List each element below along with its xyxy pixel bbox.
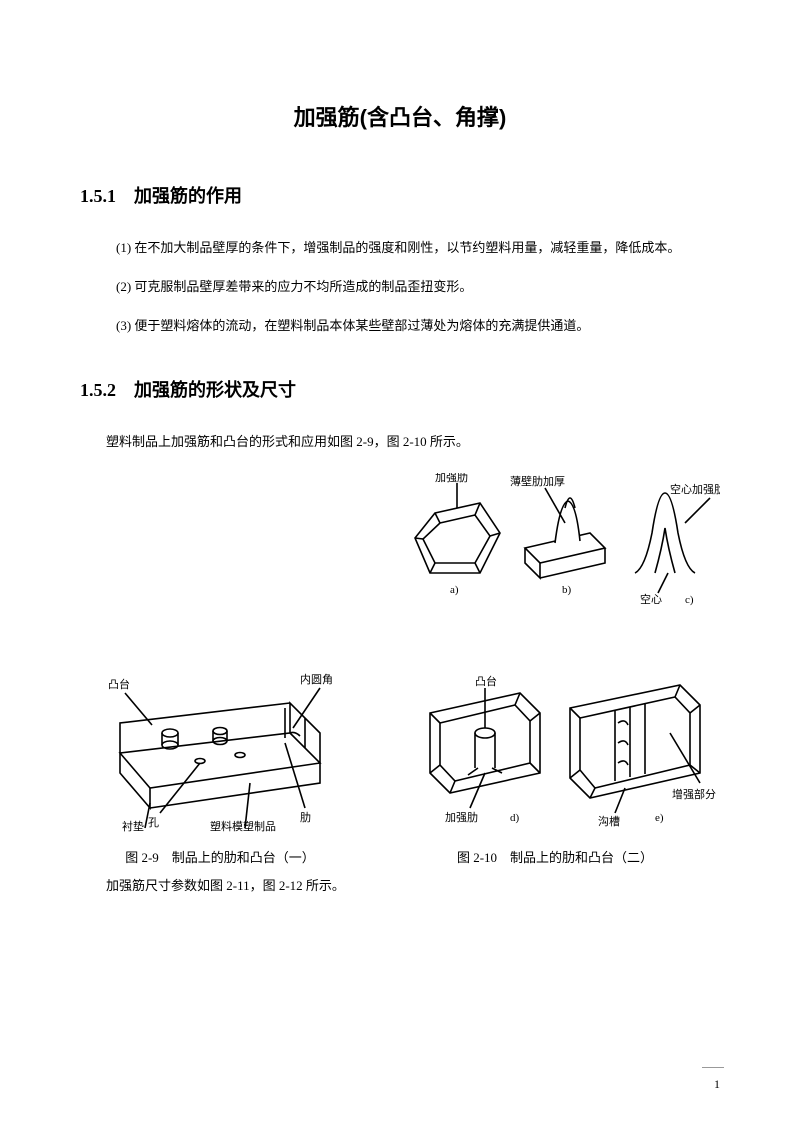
label-hollow: 空心 <box>640 592 662 606</box>
section-1-heading: 1.5.1 加强筋的作用 <box>80 182 720 208</box>
list-item-num: (1) <box>116 240 131 255</box>
label-pad: 衬垫 <box>122 819 144 833</box>
list-item: (1) 在不加大制品壁厚的条件下，增强制品的强度和刚性，以节约塑料用量，减轻重量… <box>80 238 720 259</box>
document-title: 加强筋(含凸台、角撑) <box>80 100 720 132</box>
label-groove: 沟槽 <box>598 815 620 828</box>
figures-row: 凸台 内圆角 孔 衬垫 肋 塑料模塑制品 图 2-9 制品上的肋和凸台（一） <box>80 473 720 866</box>
label-d: d) <box>510 812 520 824</box>
label-b: b) <box>562 584 572 596</box>
list-item-text: 可克服制品壁厚差带来的应力不均所造成的制品歪扭变形。 <box>134 279 472 294</box>
list-item-text: 在不加大制品壁厚的条件下，增强制品的强度和刚性，以节约塑料用量，减轻重量，降低成… <box>134 240 680 255</box>
figure-2-10-svg: 加强肋 薄壁肋加厚 空心加强肋 空心 a) b) c) 凸台 加强肋 沟槽 增强… <box>390 473 720 833</box>
label-hollow-rib: 空心加强肋 <box>670 482 720 496</box>
list-item-num: (2) <box>116 279 131 294</box>
section-2-title: 加强筋的形状及尺寸 <box>134 380 296 400</box>
figure-2-9: 凸台 内圆角 孔 衬垫 肋 塑料模塑制品 图 2-9 制品上的肋和凸台（一） <box>80 633 360 866</box>
section-2-heading: 1.5.2 加强筋的形状及尺寸 <box>80 376 720 402</box>
list-item: (2) 可克服制品壁厚差带来的应力不均所造成的制品歪扭变形。 <box>80 277 720 298</box>
paragraph: 塑料制品上加强筋和凸台的形式和应用如图 2-9，图 2-10 所示。 <box>80 432 720 453</box>
figure-2-9-caption: 图 2-9 制品上的肋和凸台（一） <box>125 847 315 866</box>
label-hole: 孔 <box>148 816 159 829</box>
label-part: 塑料模塑制品 <box>210 819 276 833</box>
label-e: e) <box>655 812 664 824</box>
label-a: a) <box>450 584 459 596</box>
section-1-title: 加强筋的作用 <box>134 186 242 206</box>
section-1-number: 1.5.1 <box>80 186 116 207</box>
label-c: c) <box>685 594 694 606</box>
section-2-number: 1.5.2 <box>80 380 116 401</box>
page-number: 1 <box>714 1077 720 1092</box>
label-fillet: 内圆角 <box>300 672 333 686</box>
label-boss: 凸台 <box>108 677 130 691</box>
label-rib: 肋 <box>300 810 311 824</box>
figure-2-10: 加强肋 薄壁肋加厚 空心加强肋 空心 a) b) c) 凸台 加强肋 沟槽 增强… <box>390 473 720 866</box>
label-boss-d: 凸台 <box>475 674 497 688</box>
figure-2-9-svg: 凸台 内圆角 孔 衬垫 肋 塑料模塑制品 <box>90 633 350 833</box>
list-item: (3) 便于塑料熔体的流动，在塑料制品本体某些壁部过薄处为熔体的充满提供通道。 <box>80 316 720 337</box>
label-thick: 薄壁肋加厚 <box>510 474 565 488</box>
label-reinforce: 增强部分 <box>672 787 716 801</box>
label-rib-d: 加强肋 <box>445 810 478 824</box>
figure-2-10-caption: 图 2-10 制品上的肋和凸台（二） <box>457 847 653 866</box>
list-item-text: 便于塑料熔体的流动，在塑料制品本体某些壁部过薄处为熔体的充满提供通道。 <box>134 318 589 333</box>
label-rib-a: 加强肋 <box>435 473 468 484</box>
paragraph: 加强筋尺寸参数如图 2-11，图 2-12 所示。 <box>80 876 720 897</box>
list-item-num: (3) <box>116 318 131 333</box>
